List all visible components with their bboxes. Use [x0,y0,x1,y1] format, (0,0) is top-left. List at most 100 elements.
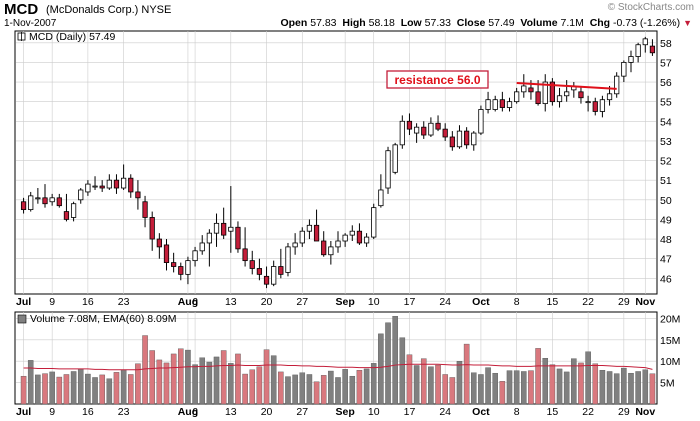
volume-bar [542,358,549,405]
price-x-tick-label: 15 [547,296,559,308]
price-x-tick-label: Jul [16,296,31,308]
volume-bar [99,374,105,405]
candle [299,227,305,247]
volume-bar [270,355,277,405]
down-arrow-icon: ▼ [683,18,692,28]
volume-bar [356,369,363,405]
close-label: Close [456,17,486,29]
volume-bar [228,363,234,405]
candle [399,115,405,149]
candle-body [606,93,613,101]
candle [20,197,27,214]
candle [585,95,591,112]
candle-body [356,230,363,244]
candle [406,113,413,136]
candle-body [249,260,255,269]
candle-body [63,211,70,220]
candle [506,97,513,112]
candle-body [313,224,320,242]
price-x-tick-label: 16 [82,296,94,308]
candle [335,231,341,253]
price-x-tick-label: 17 [404,296,416,308]
volume-bar [235,353,241,405]
volume-bar [420,358,427,405]
candle [342,233,348,247]
candle [492,95,498,112]
volume-x-tick-label: 27 [296,406,308,418]
volume-bar [485,367,491,405]
candle-body [121,177,127,189]
volume-bar [242,373,248,405]
volume-bar [363,368,370,405]
candle-body [649,45,656,54]
volume-bar [299,372,306,405]
volume-bar [106,378,113,405]
volume-bar [571,358,577,405]
candle-body [113,179,120,189]
resistance-line [516,82,617,90]
candle [28,191,34,212]
candle-body [185,260,191,275]
candle-body [421,126,427,136]
price-x-tick-label: 20 [261,296,273,308]
candle-body [163,244,170,263]
candle-body [85,183,91,193]
candle [235,221,241,253]
high-label: High [342,17,366,29]
candle-body [213,222,220,234]
price-x-tick-label: Sep [336,296,355,308]
candle [385,146,391,194]
open-label: Open [280,17,308,29]
candle [614,72,620,98]
candle-body [221,222,227,236]
price-panel-frame [14,30,658,295]
candle [192,246,198,267]
volume-legend-text: Volume 7.08M, EMA(60) 8.09M [30,313,176,325]
candle-body [206,232,212,244]
volume-bar [70,371,77,405]
candle [471,131,477,151]
candle-body [192,250,198,262]
candle [70,201,77,222]
volume-bar [642,369,649,405]
volume-tick-label: 20M [660,313,680,325]
candle-body [628,56,634,63]
volume-x-tick-label: 10 [368,406,380,418]
volume-bar [113,372,120,405]
candle-body [78,189,84,201]
volume-bar [92,377,98,405]
volume-x-tick-label: 29 [618,406,630,418]
volume-x-tick-label: Nov [635,406,655,418]
candle-body [456,130,463,148]
volume-bar [649,373,656,405]
volume-bar [428,366,434,405]
candle-body [506,101,513,108]
candle [63,193,70,222]
volume-bar [192,364,198,405]
volume-bar [456,361,463,405]
volume-bar [635,371,641,405]
candle-body [342,234,348,242]
candle [635,42,641,63]
candle [185,256,191,285]
volume-bar [142,335,148,405]
volume-legend-icon [17,314,27,324]
volume-x-tick-label: 24 [439,406,451,418]
candle-body [542,81,548,105]
price-x-tick-label: 9 [49,296,55,308]
candle [292,233,298,255]
volume-x-tick-label: 16 [82,406,94,418]
quote-date: 1-Nov-2007 [4,18,57,29]
volume-bar [585,351,591,405]
candle-body [35,197,41,200]
volume-x-tick-label: Sep [336,406,355,418]
volume-tick-label: 15M [660,335,680,347]
company-name-text: (McDonalds Corp.) [46,4,139,16]
candle [113,174,120,194]
candle-body [135,191,141,199]
volume-bars [20,316,656,405]
candle-body [278,266,284,275]
volume-bar [442,374,448,405]
candle-body [128,177,134,193]
